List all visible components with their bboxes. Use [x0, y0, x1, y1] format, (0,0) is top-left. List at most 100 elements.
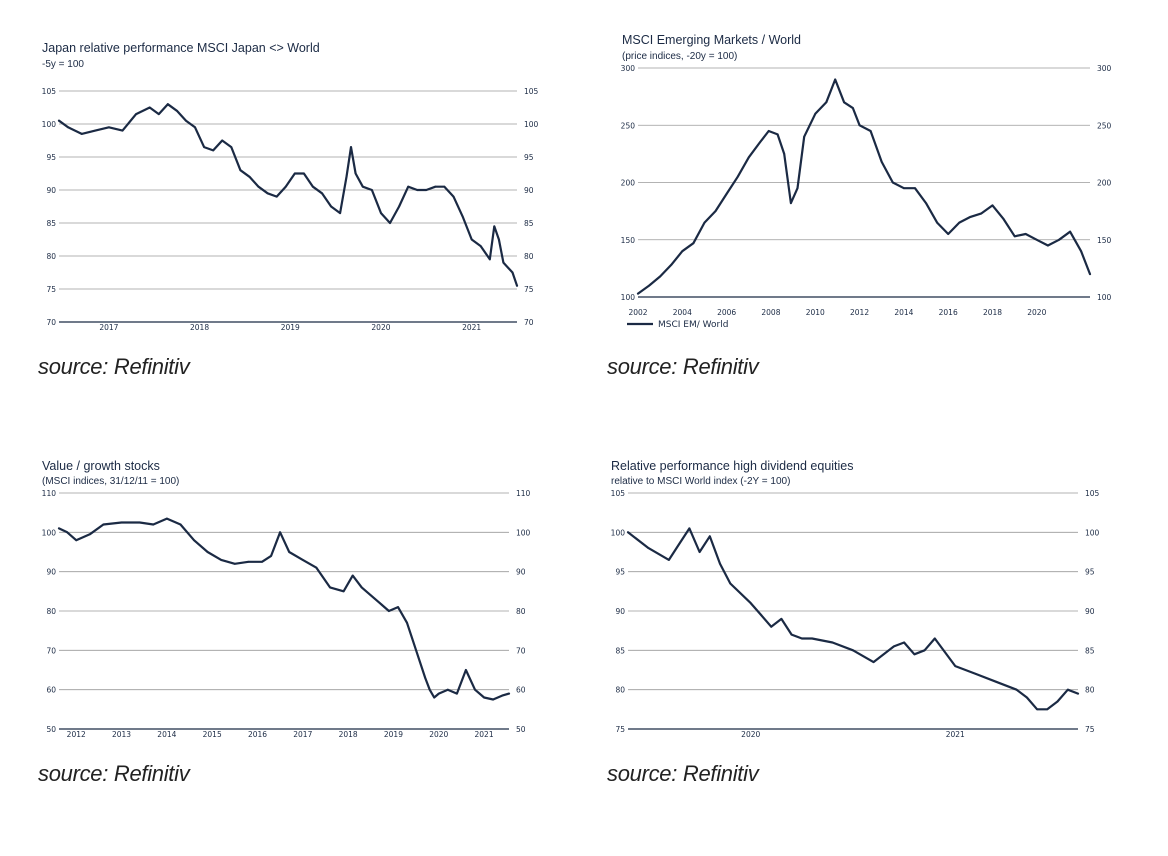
- data-point: [729, 582, 732, 585]
- data-point: [1077, 692, 1079, 695]
- y-tick-label: 50: [516, 725, 526, 734]
- data-point: [1026, 696, 1028, 699]
- data-point: [179, 523, 182, 526]
- data-point: [67, 126, 69, 129]
- data-point: [152, 523, 155, 526]
- data-point: [75, 539, 78, 542]
- data-point: [678, 543, 680, 545]
- data-point: [493, 225, 496, 228]
- data-point: [637, 292, 639, 295]
- data-point: [1080, 250, 1082, 253]
- data-point: [1046, 708, 1049, 711]
- source-caption: source: Refinitiv: [607, 761, 759, 786]
- x-tick-label: 2004: [673, 308, 692, 317]
- data-point: [852, 107, 854, 109]
- data-point: [958, 221, 961, 224]
- data-point: [483, 696, 485, 699]
- data-point: [825, 101, 828, 104]
- data-point: [780, 618, 783, 620]
- y-tick-label: 80: [46, 607, 56, 616]
- x-tick-label: 2017: [293, 730, 312, 739]
- data-point: [135, 113, 138, 115]
- data-point: [831, 641, 834, 644]
- data-point: [995, 680, 998, 683]
- data-point: [880, 161, 883, 163]
- x-tick-label: 2018: [190, 323, 209, 332]
- data-point: [925, 202, 927, 205]
- data-point: [247, 560, 250, 563]
- data-point: [749, 602, 752, 604]
- data-point: [443, 185, 446, 188]
- data-point: [1069, 230, 1071, 233]
- data-point: [725, 193, 728, 195]
- data-point: [301, 559, 304, 561]
- y-tick-label: 250: [621, 121, 636, 130]
- data-point: [736, 175, 739, 178]
- x-tick-label: 2021: [475, 730, 494, 739]
- y-tick-label: 85: [1085, 646, 1095, 655]
- data-point: [843, 101, 845, 104]
- data-point: [138, 521, 141, 524]
- x-tick-label: 2008: [761, 308, 780, 317]
- y-tick-label: 70: [46, 318, 56, 327]
- data-point: [452, 195, 455, 198]
- y-tick-label: 105: [524, 87, 539, 96]
- data-point: [371, 189, 373, 191]
- x-tick-label: 2013: [112, 730, 131, 739]
- data-point: [80, 133, 83, 135]
- y-tick-label: 85: [615, 646, 625, 655]
- x-tick-label: 2012: [67, 730, 86, 739]
- data-point: [398, 205, 400, 208]
- y-tick-label: 90: [46, 186, 56, 195]
- data-point: [230, 146, 233, 149]
- data-point: [872, 661, 875, 663]
- chart-3: 110 110 100 100 90 90 80 80 70 70 60 60 50 50 2012 2013…: [42, 489, 531, 739]
- x-tick-label: 2019: [384, 730, 403, 739]
- data-point: [936, 221, 938, 224]
- data-point: [980, 212, 983, 215]
- data-point: [148, 106, 151, 109]
- data-point: [428, 688, 431, 691]
- data-point: [461, 215, 464, 218]
- data-point: [176, 109, 178, 112]
- data-point: [790, 202, 792, 205]
- y-tick-label: 105: [42, 87, 57, 96]
- chart-2: 300 300 250 250 200 200 150 150 100 100 2002 2004 20…: [621, 64, 1112, 330]
- x-tick-label: 2019: [281, 323, 300, 332]
- data-point: [714, 210, 717, 213]
- y-tick-label: 100: [42, 120, 57, 129]
- data-point: [102, 523, 105, 526]
- y-tick-label: 250: [1097, 121, 1112, 130]
- data-point: [858, 124, 861, 127]
- x-tick-label: 2015: [203, 730, 222, 739]
- data-point: [194, 126, 196, 129]
- data-point: [157, 113, 160, 115]
- x-tick-label: 2016: [248, 730, 267, 739]
- data-point: [923, 649, 926, 652]
- data-point: [801, 637, 803, 640]
- chart-subtitle: relative to MSCI World index (-2Y = 100): [611, 476, 791, 487]
- data-point: [1015, 688, 1018, 691]
- data-point: [770, 625, 773, 628]
- data-point: [648, 284, 650, 287]
- data-point: [166, 517, 168, 520]
- y-tick-label: 100: [1097, 293, 1112, 302]
- data-point: [1047, 244, 1049, 247]
- y-tick-label: 105: [611, 489, 626, 498]
- y-tick-label: 100: [621, 293, 636, 302]
- data-point: [88, 533, 91, 536]
- data-point: [627, 531, 629, 534]
- chart-subtitle: (price indices, -20y = 100): [622, 51, 738, 62]
- y-tick-label: 80: [1085, 686, 1095, 695]
- data-point: [891, 181, 894, 184]
- chart-title: Value / growth stocks: [42, 459, 160, 473]
- data-point: [991, 204, 994, 207]
- data-point: [361, 185, 364, 188]
- data-point: [668, 559, 670, 561]
- data-point: [893, 645, 895, 648]
- x-tick-label: 2014: [157, 730, 176, 739]
- y-tick-label: 75: [1085, 725, 1095, 734]
- data-point: [488, 258, 491, 261]
- data-point: [397, 606, 399, 608]
- data-point: [389, 222, 391, 224]
